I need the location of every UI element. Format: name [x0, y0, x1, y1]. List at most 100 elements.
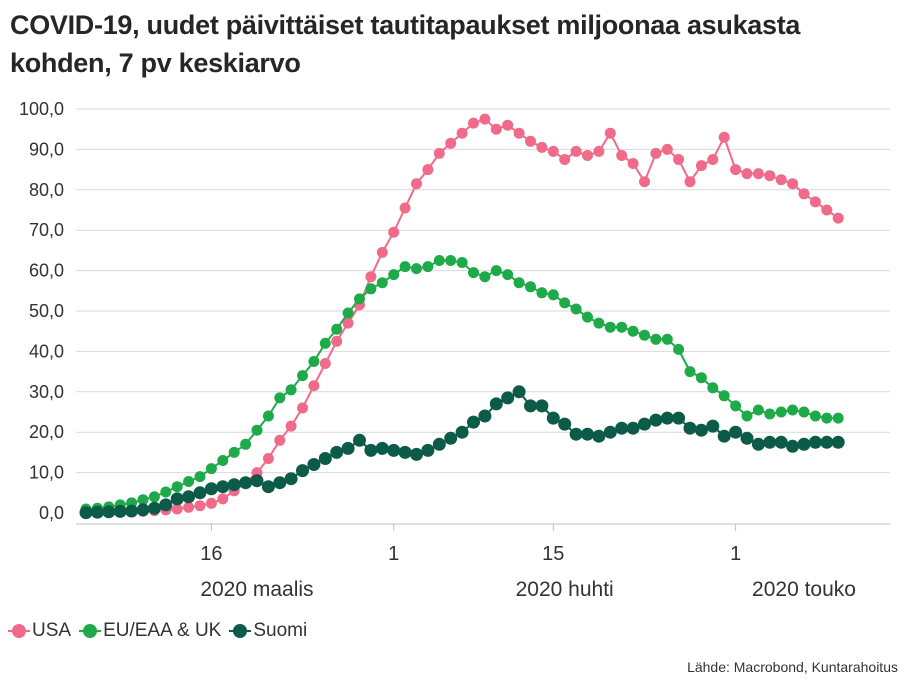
- y-tick-label: 100,0: [19, 99, 64, 119]
- legend-item: Suomi: [229, 620, 307, 642]
- data-point: [330, 445, 344, 459]
- data-point: [525, 135, 536, 147]
- data-point: [318, 452, 332, 465]
- data-point: [513, 277, 525, 289]
- y-tick-label: 0,0: [39, 503, 64, 523]
- data-point: [616, 321, 628, 333]
- data-point: [79, 506, 93, 520]
- data-point: [694, 423, 708, 437]
- data-point: [502, 119, 514, 131]
- data-point: [752, 168, 764, 180]
- data-point: [798, 406, 810, 418]
- data-point: [775, 174, 787, 186]
- series-usa: [80, 113, 844, 519]
- data-point: [319, 358, 331, 369]
- y-tick-label: 50,0: [29, 301, 64, 321]
- data-point: [707, 382, 719, 394]
- data-point: [808, 435, 822, 449]
- data-point: [147, 501, 161, 515]
- y-tick-label: 90,0: [29, 139, 64, 159]
- data-point: [182, 490, 196, 504]
- data-point: [820, 435, 834, 449]
- data-point: [673, 343, 685, 355]
- data-point: [660, 411, 674, 425]
- data-point: [296, 464, 309, 478]
- data-point: [399, 202, 411, 214]
- chart-title: COVID-19, uudet päivittäiset tautitapauk…: [10, 10, 801, 78]
- data-point: [90, 505, 104, 519]
- data-point: [398, 445, 412, 459]
- data-point: [308, 380, 320, 392]
- data-point: [331, 323, 343, 335]
- data-point: [331, 335, 343, 347]
- data-point: [626, 421, 640, 435]
- data-point: [227, 478, 241, 492]
- data-point: [809, 196, 821, 208]
- data-point: [205, 497, 217, 509]
- data-point: [148, 491, 160, 503]
- data-point: [297, 370, 308, 382]
- data-point: [273, 476, 287, 490]
- data-point: [365, 283, 377, 295]
- data-point: [239, 476, 253, 490]
- data-point: [683, 421, 697, 435]
- y-tick-label: 30,0: [29, 382, 64, 402]
- x-group-label: 2020 touko: [752, 578, 856, 601]
- data-point: [501, 391, 515, 405]
- data-point: [672, 411, 686, 425]
- data-point: [205, 463, 217, 475]
- data-point: [616, 150, 628, 161]
- legend-marker-icon: [229, 624, 252, 638]
- data-point: [341, 441, 355, 455]
- data-point: [102, 505, 116, 519]
- data-point: [718, 390, 730, 402]
- data-point: [455, 425, 469, 439]
- data-point: [376, 277, 388, 289]
- y-tick-label: 20,0: [29, 422, 64, 442]
- data-point: [570, 145, 582, 157]
- data-point: [706, 419, 720, 433]
- x-tick-label: 1: [388, 543, 399, 565]
- data-point: [251, 424, 263, 436]
- data-point: [160, 486, 172, 498]
- legend-label: Suomi: [253, 620, 308, 641]
- data-point: [570, 303, 582, 315]
- data-point: [764, 408, 776, 420]
- data-point: [137, 494, 149, 506]
- data-point: [809, 410, 821, 422]
- data-point: [421, 443, 435, 457]
- data-point: [559, 154, 571, 165]
- data-point: [479, 113, 491, 125]
- data-point: [183, 501, 195, 513]
- data-point: [787, 404, 799, 416]
- data-point: [649, 413, 663, 427]
- x-tick-label: 16: [200, 543, 222, 565]
- data-point: [787, 178, 799, 190]
- data-point: [365, 271, 377, 283]
- data-point: [695, 160, 707, 172]
- data-point: [422, 164, 434, 176]
- data-point: [569, 427, 583, 441]
- data-point: [364, 443, 378, 457]
- data-point: [729, 425, 743, 439]
- data-point: [410, 447, 423, 461]
- data-point: [502, 269, 514, 281]
- legend-label: EU/EAA & UK: [103, 620, 222, 641]
- y-tick-label: 40,0: [29, 341, 64, 361]
- data-point: [399, 261, 411, 273]
- data-point: [159, 498, 173, 512]
- data-point: [638, 417, 651, 431]
- data-point: [525, 281, 536, 293]
- data-point: [775, 406, 787, 418]
- data-point: [798, 188, 810, 200]
- data-point: [250, 474, 264, 488]
- data-point: [490, 265, 502, 277]
- data-point: [627, 325, 639, 337]
- data-point: [125, 504, 139, 518]
- data-point: [388, 226, 400, 238]
- data-point: [445, 255, 457, 266]
- x-tick-label: 1: [730, 543, 741, 565]
- data-point: [342, 317, 354, 329]
- data-point: [319, 337, 331, 349]
